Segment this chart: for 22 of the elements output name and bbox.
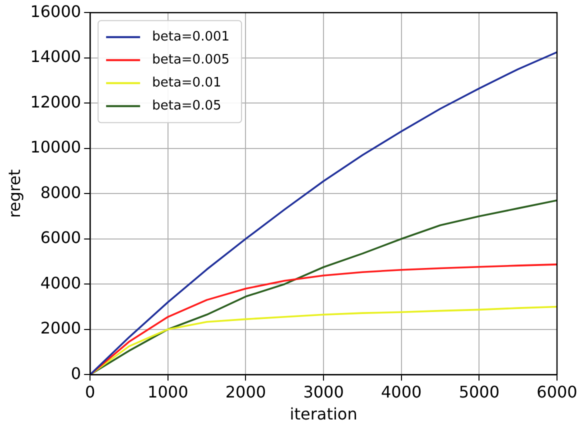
legend-label: beta=0.05 <box>152 98 222 114</box>
x-tick-label: 0 <box>85 382 96 402</box>
y-tick-label: 8000 <box>40 182 82 202</box>
x-axis-title: iteration <box>290 404 358 424</box>
y-tick-label: 10000 <box>30 138 82 157</box>
y-tick-label: 14000 <box>30 47 82 66</box>
y-tick-label: 0 <box>70 364 82 383</box>
x-tick-label: 4000 <box>381 382 422 402</box>
x-tick-label: 1000 <box>148 382 188 402</box>
y-tick-label: 6000 <box>40 228 82 248</box>
y-tick-label: 4000 <box>40 273 82 292</box>
legend-label: beta=0.01 <box>152 75 222 90</box>
legend-label: beta=0.001 <box>152 29 230 44</box>
y-tick-label: 2000 <box>40 318 82 338</box>
y-tick-label: 12000 <box>30 92 82 112</box>
x-tick-label: 5000 <box>458 382 500 402</box>
y-tick-label: 16000 <box>30 2 82 21</box>
x-tick-label: 3000 <box>303 382 344 402</box>
x-tick-label: 2000 <box>225 382 266 402</box>
x-tick-label: 6000 <box>536 382 578 402</box>
y-axis-title: regret <box>4 169 24 218</box>
legend-label: beta=0.005 <box>152 52 230 68</box>
